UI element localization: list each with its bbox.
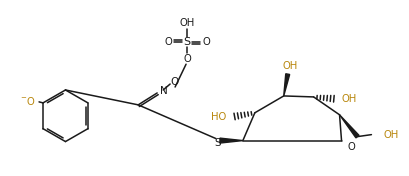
Polygon shape <box>219 138 242 143</box>
Text: O: O <box>183 54 191 64</box>
Text: OH: OH <box>179 18 194 27</box>
Text: O: O <box>164 37 172 47</box>
Polygon shape <box>283 74 289 96</box>
Text: S: S <box>183 37 190 47</box>
Text: OH: OH <box>382 130 398 140</box>
Text: $^{-}$O: $^{-}$O <box>20 95 35 107</box>
Text: S: S <box>214 138 221 147</box>
Text: OH: OH <box>281 61 297 71</box>
Text: N: N <box>160 86 168 96</box>
Text: OH: OH <box>341 94 356 104</box>
Text: O: O <box>347 142 355 152</box>
Polygon shape <box>339 115 358 138</box>
Text: O: O <box>170 77 178 87</box>
Text: HO: HO <box>211 112 226 122</box>
Text: O: O <box>202 37 209 47</box>
